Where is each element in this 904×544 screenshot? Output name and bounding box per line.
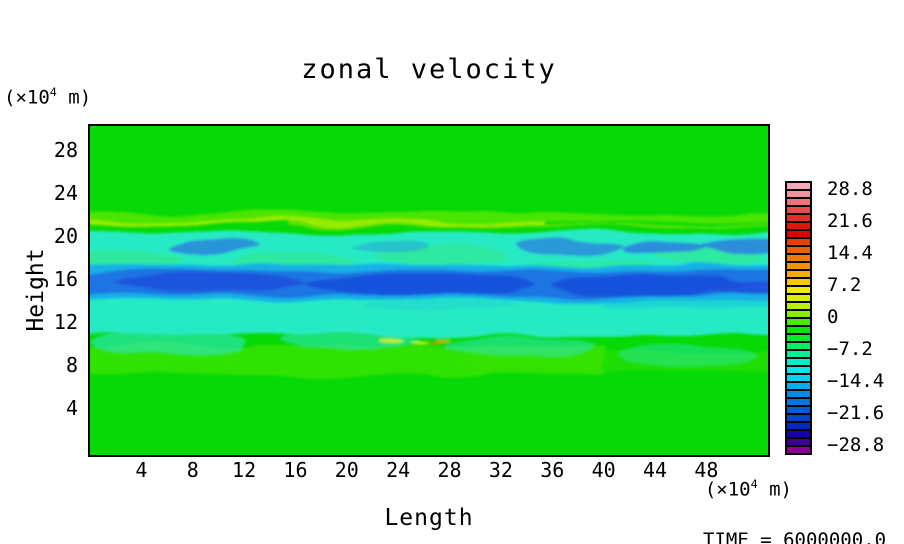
colorbar-segment	[786, 302, 811, 310]
colorbar-segment	[786, 294, 811, 302]
colorbar-segment	[786, 390, 811, 398]
colorbar-segment	[786, 318, 811, 326]
x-tick-label: 28	[437, 458, 462, 482]
colorbar-segment	[786, 238, 811, 246]
colorbar-segment	[786, 446, 811, 454]
colorbar-segment	[786, 222, 811, 230]
colorbar-tick-label: 7.2	[827, 274, 862, 296]
yellow-speck	[374, 336, 402, 342]
x-tick-label: 36	[540, 458, 565, 482]
yellow-speck	[410, 338, 430, 344]
wavy-structure-group	[90, 212, 768, 376]
y-axis-unit-label: (×104 m)	[4, 85, 92, 109]
colorbar-tick-label: 0	[827, 306, 839, 328]
colorbar-segment	[786, 310, 811, 318]
colorbar-tick-label: −7.2	[827, 338, 873, 360]
colorbar-segment	[786, 422, 811, 430]
colorbar-segment	[786, 406, 811, 414]
colorbar-segment	[786, 254, 811, 262]
colorbar-segment	[786, 206, 811, 214]
secondary-shear-line	[360, 301, 520, 311]
jet-core-dark-patch	[708, 280, 768, 294]
time-stamp-label: TIME = 6000000.0	[703, 529, 887, 544]
upper-streak	[90, 212, 768, 221]
gold-speck	[434, 335, 450, 341]
colorbar	[785, 181, 812, 455]
chart-title: zonal velocity	[301, 54, 557, 85]
x-tick-label: 24	[386, 458, 411, 482]
colorbar-tick-label: −14.4	[827, 370, 885, 392]
colorbar-tick-label: 28.8	[827, 178, 873, 200]
y-tick-label: 12	[53, 309, 78, 334]
heatmap-plot-area	[88, 124, 770, 457]
cyan-wisp	[620, 342, 760, 366]
colorbar-tick-label: 21.6	[827, 210, 873, 232]
y-tick-label: 16	[53, 266, 78, 291]
colorbar-segment	[786, 190, 811, 198]
colorbar-segment	[786, 334, 811, 342]
colorbar-segment	[786, 438, 811, 446]
green-wisp	[90, 250, 185, 268]
colorbar-segment	[786, 198, 811, 206]
colorbar-segment	[786, 382, 811, 390]
x-tick-label: 32	[488, 458, 513, 482]
jet-core-dark-patch	[305, 275, 535, 293]
x-tick-label: 4	[135, 458, 148, 482]
secondary-shear-line	[600, 298, 768, 310]
colorbar-segment	[786, 374, 811, 382]
colorbar-segment	[786, 246, 811, 254]
upper-streak-yellow	[90, 221, 546, 225]
colorbar-tick-label: −21.6	[827, 402, 885, 424]
upper-streak-yellow	[290, 224, 768, 227]
colorbar-segment	[786, 350, 811, 358]
jet-core-dark-patch	[115, 275, 305, 291]
colorbar-segment	[786, 262, 811, 270]
green-wisp	[370, 247, 510, 265]
colorbar-tick-label: −28.8	[827, 434, 885, 456]
x-tick-label: 16	[283, 458, 308, 482]
y-tick-label: 24	[53, 180, 78, 205]
x-axis-unit-label: (×104 m)	[704, 477, 792, 501]
colorbar-segment	[786, 278, 811, 286]
cyan-wisp	[90, 331, 250, 353]
blue-patch	[625, 241, 705, 255]
y-tick-label: 8	[65, 352, 78, 377]
colorbar-segment	[786, 430, 811, 438]
orange-speck	[429, 339, 439, 343]
y-tick-label: 28	[53, 137, 78, 162]
colorbar-segment	[786, 366, 811, 374]
blue-patch	[515, 239, 625, 253]
x-tick-label: 40	[591, 458, 616, 482]
cyan-wisp	[280, 330, 420, 348]
blue-patch	[700, 238, 768, 254]
colorbar-segment	[786, 398, 811, 406]
colorbar-segment	[786, 214, 811, 222]
colorbar-segment	[786, 182, 811, 190]
heatmap-canvas	[90, 126, 768, 455]
blue-patch	[170, 240, 260, 254]
x-tick-label: 48	[694, 458, 719, 482]
cyan-wisp	[445, 335, 595, 355]
x-tick-label: 8	[186, 458, 199, 482]
x-tick-label: 12	[232, 458, 257, 482]
y-tick-label: 4	[65, 395, 78, 420]
x-axis-title: Length	[384, 505, 474, 531]
colorbar-segment	[786, 342, 811, 350]
colorbar-tick-label: 14.4	[827, 242, 873, 264]
jet-core-dark-patch	[550, 275, 750, 293]
colorbar-segment	[786, 414, 811, 422]
x-tick-label: 20	[334, 458, 359, 482]
y-tick-label: 20	[53, 223, 78, 248]
colorbar-segment	[786, 326, 811, 334]
colorbar-segment	[786, 230, 811, 238]
x-tick-label: 44	[642, 458, 668, 482]
colorbar-segment	[786, 270, 811, 278]
blue-patch	[350, 239, 430, 251]
colorbar-segment	[786, 286, 811, 294]
colorbar-segment	[786, 358, 811, 366]
